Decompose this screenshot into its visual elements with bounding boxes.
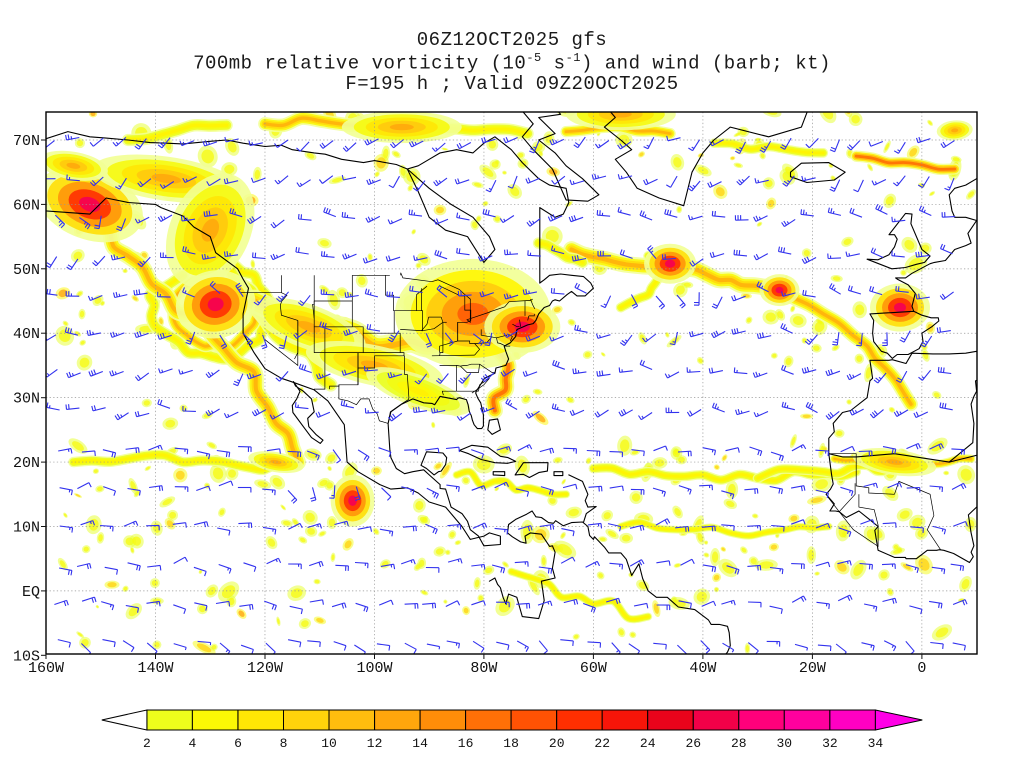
svg-text:10N: 10N [13,520,40,537]
svg-text:4: 4 [188,736,196,751]
svg-text:0: 0 [917,660,926,677]
svg-text:80W: 80W [470,660,497,677]
svg-text:30N: 30N [13,391,40,408]
svg-text:20N: 20N [13,455,40,472]
svg-text:18: 18 [503,736,519,751]
svg-text:22: 22 [594,736,610,751]
svg-text:120W: 120W [247,660,283,677]
svg-text:14: 14 [412,736,428,751]
svg-text:40W: 40W [689,660,716,677]
svg-text:160W: 160W [28,660,64,677]
svg-text:70N: 70N [13,133,40,150]
svg-text:6: 6 [234,736,242,751]
svg-text:50N: 50N [13,262,40,279]
svg-text:100W: 100W [356,660,392,677]
svg-text:2: 2 [143,736,151,751]
svg-text:EQ: EQ [22,584,40,601]
svg-text:34: 34 [868,736,884,751]
svg-text:28: 28 [731,736,747,751]
svg-text:20: 20 [549,736,565,751]
svg-text:32: 32 [822,736,838,751]
svg-text:140W: 140W [137,660,173,677]
svg-text:40N: 40N [13,326,40,343]
svg-text:8: 8 [280,736,288,751]
svg-text:60N: 60N [13,197,40,214]
svg-text:20W: 20W [799,660,826,677]
svg-text:30: 30 [776,736,792,751]
svg-text:12: 12 [367,736,383,751]
svg-text:26: 26 [685,736,701,751]
svg-text:60W: 60W [580,660,607,677]
svg-text:24: 24 [640,736,656,751]
svg-text:10: 10 [321,736,337,751]
svg-text:16: 16 [458,736,474,751]
